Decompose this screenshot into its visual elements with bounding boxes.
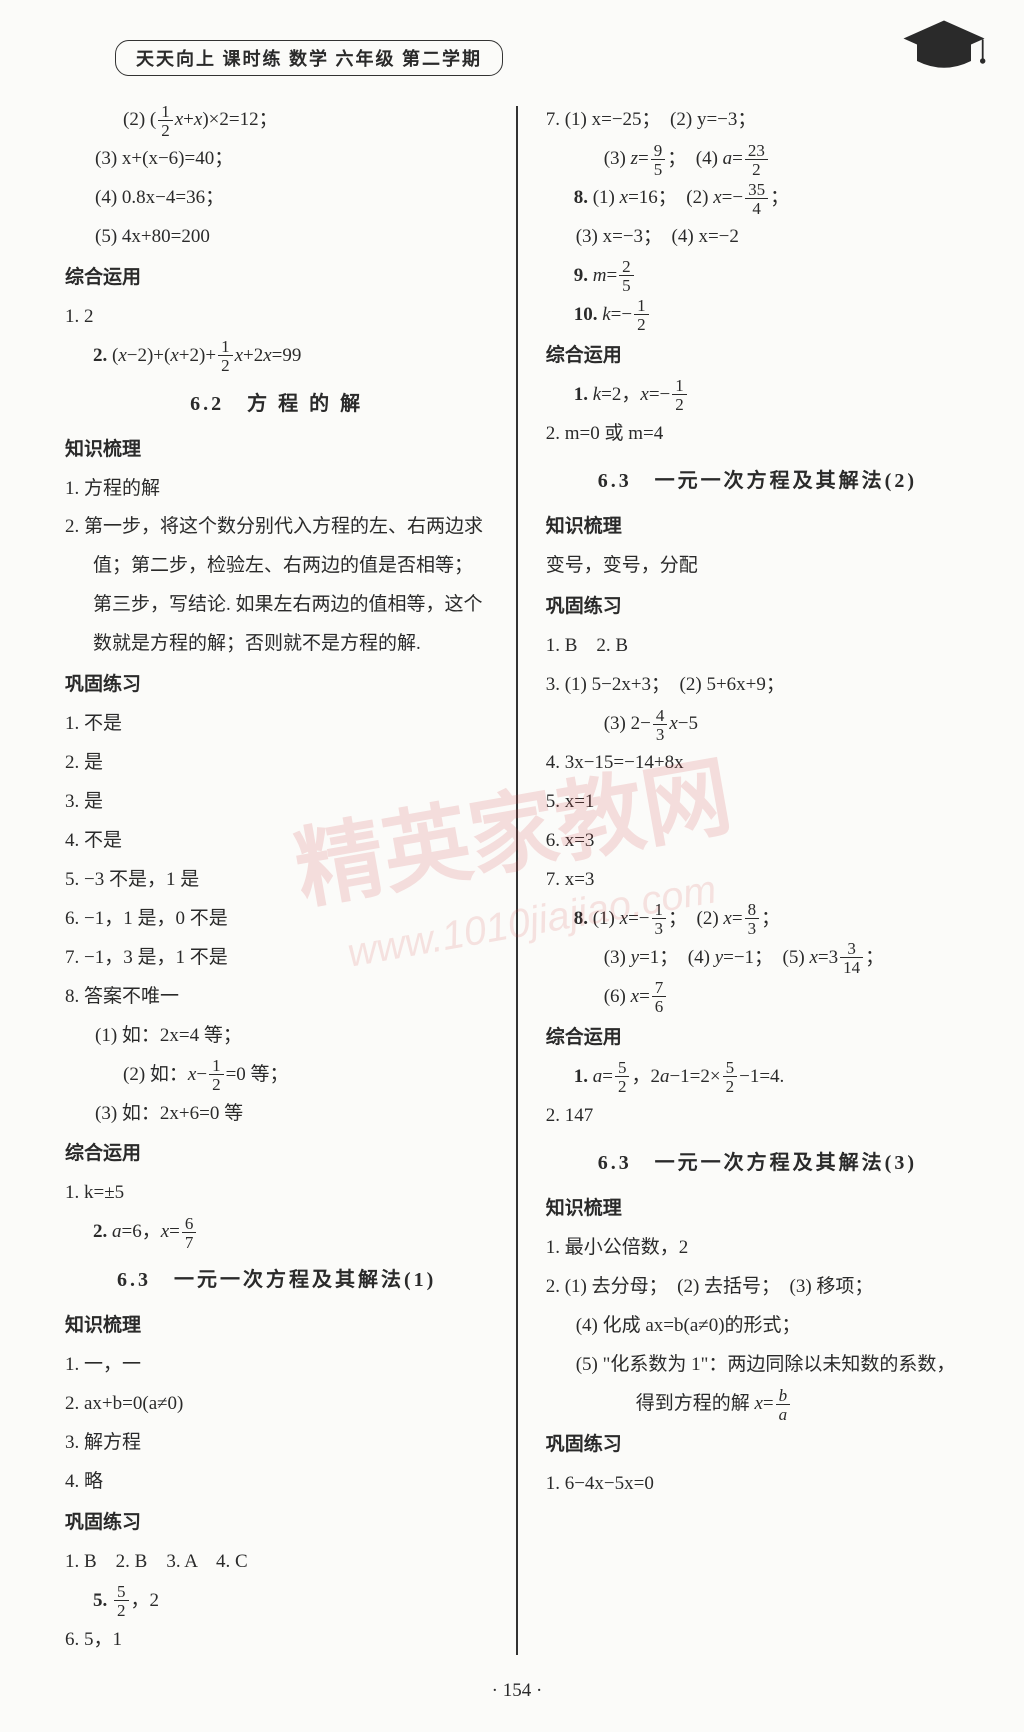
subheading: 巩固练习 (65, 1504, 488, 1543)
text-line: 2. a=6，x=67 (65, 1213, 488, 1252)
text-line: (3) x=−3； (4) x=−2 (546, 218, 969, 257)
text-line: 4. 3x−15=−14+8x (546, 744, 969, 783)
text-line: 1. B 2. B 3. A 4. C (65, 1543, 488, 1582)
text-line: 3. (1) 5−2x+3； (2) 5+6x+9； (546, 666, 969, 705)
subheading: 巩固练习 (546, 1426, 969, 1465)
text-line: (6) x=76 (546, 978, 969, 1017)
text-line: 1. a=52，2a−1=2×52−1=4. (546, 1058, 969, 1097)
text-line: 1. k=2，x=−12 (546, 376, 969, 415)
column-divider (516, 106, 517, 1655)
text-line: 1. 不是 (65, 705, 488, 744)
section-title: 6.3 一元一次方程及其解法(1) (65, 1260, 488, 1301)
text-line: 3. 解方程 (65, 1424, 488, 1463)
text-line: 5. −3 不是，1 是 (65, 861, 488, 900)
left-column: (2) (12x+x)×2=12； (3) x+(x−6)=40； (4) 0.… (65, 101, 488, 1660)
text-line: 6. x=3 (546, 822, 969, 861)
text-line: 2. 第一步，将这个数分别代入方程的左、右两边求值；第二步，检验左、右两边的值是… (65, 508, 488, 664)
subheading: 知识梳理 (65, 1307, 488, 1346)
page-number: · 154 · (65, 1680, 969, 1702)
section-title: 6.3 一元一次方程及其解法(3) (546, 1143, 969, 1184)
text-line: 得到方程的解 x=ba (546, 1385, 969, 1424)
text-line: 7. (1) x=−25； (2) y=−3； (546, 101, 969, 140)
subheading: 综合运用 (65, 259, 488, 298)
subheading: 巩固练习 (546, 588, 969, 627)
page-header: 天天向上 课时练 数学 六年级 第二学期 (115, 40, 969, 76)
subheading: 知识梳理 (546, 508, 969, 547)
text-line: 7. x=3 (546, 861, 969, 900)
text-line: (2) 如：x−12=0 等； (65, 1056, 488, 1095)
right-column: 7. (1) x=−25； (2) y=−3； (3) z=95； (4) a=… (546, 101, 969, 1660)
subheading: 综合运用 (65, 1135, 488, 1174)
text-line: (3) 2−43x−5 (546, 705, 969, 744)
page-content: 天天向上 课时练 数学 六年级 第二学期 (2) (12x+x)×2=12； (… (0, 0, 1024, 1732)
text-line: 2. 147 (546, 1097, 969, 1136)
section-title: 6.3 一元一次方程及其解法(2) (546, 461, 969, 502)
text-line: 2. m=0 或 m=4 (546, 415, 969, 454)
text-line: (3) x+(x−6)=40； (65, 140, 488, 179)
text-line: 1. 2 (65, 298, 488, 337)
text-line: 8. (1) x=−13； (2) x=83； (546, 900, 969, 939)
text-line: 1. 一，一 (65, 1346, 488, 1385)
text-line: 2. (1) 去分母； (2) 去括号； (3) 移项； (546, 1268, 969, 1307)
text-line: (2) (12x+x)×2=12； (65, 101, 488, 140)
subheading: 知识梳理 (65, 431, 488, 470)
text-line: (3) z=95； (4) a=232 (546, 140, 969, 179)
text-line: (3) 如：2x+6=0 等 (65, 1095, 488, 1134)
subheading: 综合运用 (546, 337, 969, 376)
text-line: 3. 是 (65, 783, 488, 822)
text-line: (1) 如：2x=4 等； (65, 1017, 488, 1056)
header-title: 天天向上 课时练 数学 六年级 第二学期 (115, 40, 503, 76)
subheading: 知识梳理 (546, 1190, 969, 1229)
text-line: 8. 答案不唯一 (65, 978, 488, 1017)
text-line: 1. 方程的解 (65, 470, 488, 509)
text-line: 4. 略 (65, 1463, 488, 1502)
text-line: 6. −1，1 是，0 不是 (65, 900, 488, 939)
text-line: 2. ax+b=0(a≠0) (65, 1385, 488, 1424)
subheading: 综合运用 (546, 1019, 969, 1058)
text-line: 9. m=25 (546, 257, 969, 296)
text-line: 5. x=1 (546, 783, 969, 822)
text-line: (3) y=1； (4) y=−1； (5) x=3314； (546, 939, 969, 978)
text-line: 1. k=±5 (65, 1174, 488, 1213)
text-line: 2. 是 (65, 744, 488, 783)
text-line: (5) "化系数为 1"：两边同除以未知数的系数， (546, 1346, 969, 1385)
graduation-cap-icon (899, 15, 989, 80)
text-line: (4) 0.8x−4=36； (65, 179, 488, 218)
text-line: 变号，变号，分配 (546, 547, 969, 586)
text-line: (4) 化成 ax=b(a≠0)的形式； (546, 1307, 969, 1346)
text-line: 10. k=−12 (546, 296, 969, 335)
text-line: 1. 6−4x−5x=0 (546, 1465, 969, 1504)
text-line: 1. B 2. B (546, 627, 969, 666)
text-line: 7. −1，3 是，1 不是 (65, 939, 488, 978)
text-line: 2. (x−2)+(x+2)+12x+2x=99 (65, 337, 488, 376)
two-column-layout: (2) (12x+x)×2=12； (3) x+(x−6)=40； (4) 0.… (65, 101, 969, 1660)
text-line: 4. 不是 (65, 822, 488, 861)
text-line: 8. (1) x=16； (2) x=−354； (546, 179, 969, 218)
text-line: 5. 52，2 (65, 1582, 488, 1621)
subheading: 巩固练习 (65, 666, 488, 705)
text-line: 6. 5，1 (65, 1621, 488, 1660)
section-title: 6.2 方 程 的 解 (65, 384, 488, 425)
text-line: (5) 4x+80=200 (65, 218, 488, 257)
text-line: 1. 最小公倍数，2 (546, 1229, 969, 1268)
